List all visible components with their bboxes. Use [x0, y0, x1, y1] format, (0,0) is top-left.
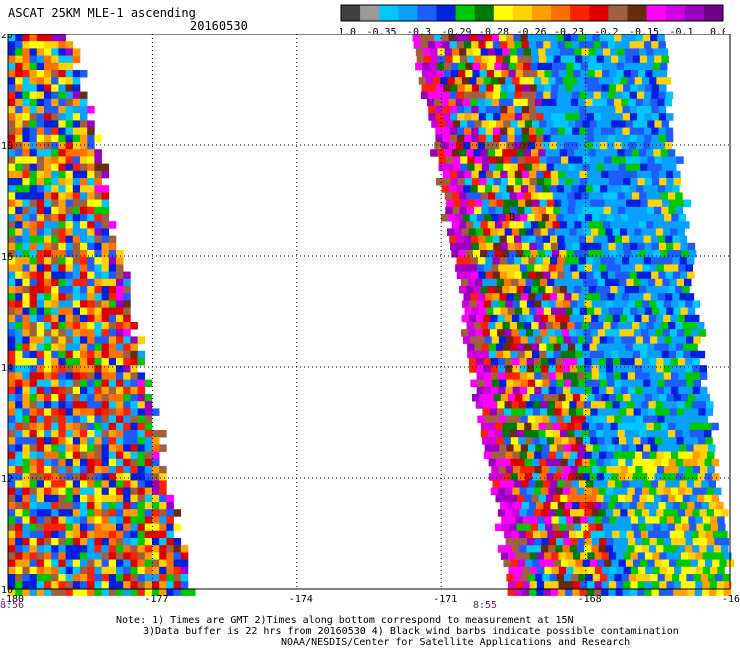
colorbar-label: -0.29 — [441, 27, 471, 37]
map-title: ASCAT 25KM MLE-1 ascending — [8, 6, 196, 20]
colorbar-swatch — [684, 5, 705, 21]
colorbar-swatch — [627, 5, 648, 21]
colorbar-label: -0.1 — [669, 27, 693, 37]
lon-tick-label: -16 — [722, 594, 740, 605]
colorbar-swatch — [379, 5, 399, 21]
lon-tick-label: -177 — [144, 594, 168, 605]
colorbar-swatch — [665, 5, 686, 21]
colorbar-swatch — [455, 5, 476, 21]
lat-tick-label: 20 — [1, 34, 13, 41]
note-credit: NOAA/NESDIS/Center for Satellite Applica… — [281, 637, 631, 648]
colorbar-label: -0.3 — [407, 27, 431, 37]
colorbar-swatch — [608, 5, 628, 21]
lat-tick-label: 18 — [1, 141, 13, 152]
colorbar-swatch — [493, 5, 514, 21]
lon-tick-label: -174 — [289, 594, 313, 605]
colorbar-label: -0.15 — [629, 27, 659, 37]
lat-tick-label: 10 — [1, 585, 13, 596]
colorbar-swatch — [341, 5, 361, 21]
swath-right — [412, 34, 735, 596]
colorbar-swatch — [532, 5, 552, 21]
colorbar-swatch — [551, 5, 571, 21]
swath-map: -180 -177 -174 -171 -168 -16 20 18 16 14 12 10 B — [0, 34, 740, 605]
swath-left — [8, 34, 196, 596]
lat-tick-label: 12 — [1, 474, 13, 485]
lon-tick-label: -171 — [433, 594, 457, 605]
colorbar-swatch — [646, 5, 667, 21]
map-date: 20160530 — [190, 19, 248, 33]
lon-tick-label: -180 — [0, 594, 24, 605]
swath-marker: B — [509, 212, 515, 223]
colorbar-swatch — [360, 5, 380, 21]
colorbar-label: 0.0 — [710, 27, 725, 37]
colorbar-label: -0.2 — [594, 27, 618, 37]
colorbar-swatch — [703, 5, 724, 21]
colorbar-label: -0.28 — [479, 27, 509, 37]
note-line-2: 3)Data buffer is 22 hrs from 20160530 4)… — [143, 626, 679, 637]
lat-tick-label: 16 — [1, 252, 13, 263]
note-line-1: Note: 1) Times are GMT 2)Times along bot… — [116, 615, 574, 626]
colorbar-swatch — [474, 5, 495, 21]
time-label-right: 8:55 — [473, 600, 498, 611]
lat-tick-label: 14 — [1, 363, 13, 374]
colorbar-label: -0.26 — [516, 27, 546, 37]
colorbar-swatch — [398, 5, 418, 21]
colorbar-label: -1.0 — [340, 27, 356, 37]
colorbar-legend: -1.0 -0.35 -0.3 -0.29 -0.28 -0.26 -0.23 -0.2 -0.… — [340, 4, 725, 37]
colorbar-swatch — [436, 5, 457, 21]
colorbar-swatch — [417, 5, 437, 21]
lon-tick-label: -168 — [578, 594, 602, 605]
colorbar-label: -0.35 — [366, 27, 396, 37]
colorbar-swatch — [570, 5, 590, 21]
colorbar-label: -0.23 — [554, 27, 584, 37]
colorbar-swatch — [512, 5, 533, 21]
colorbar-swatch — [589, 5, 609, 21]
time-label-left: 8:56 — [0, 600, 25, 611]
